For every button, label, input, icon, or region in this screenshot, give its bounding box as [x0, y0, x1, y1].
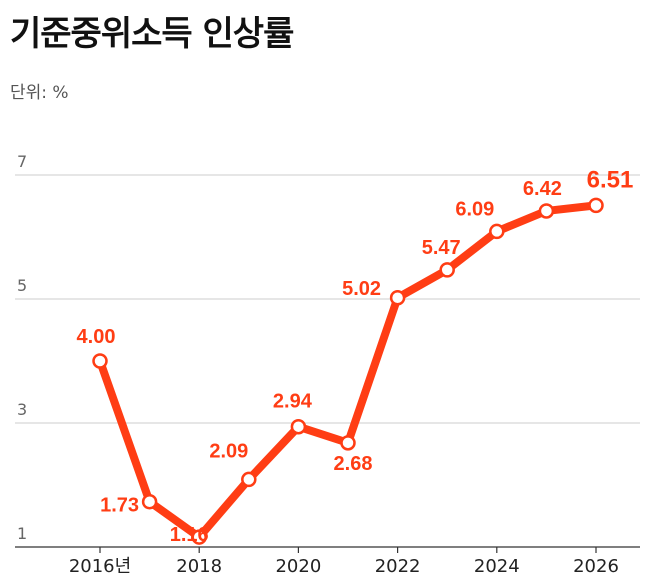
y-tick-label: 1: [17, 524, 27, 543]
data-point-2026: [588, 197, 604, 214]
data-point-2017: [141, 493, 158, 510]
data-point-2016: [92, 353, 108, 369]
data-label-2018: 1.16: [170, 524, 209, 546]
data-label-2026: 6.51: [587, 166, 634, 193]
data-label-2016: 4.00: [77, 326, 116, 348]
x-tick-label: 2016년: [69, 556, 131, 577]
data-label-2020: 2.94: [273, 391, 313, 413]
data-point-2022: [389, 290, 406, 306]
x-tick-label: 2020: [275, 556, 321, 577]
y-tick-label: 3: [17, 400, 27, 419]
data-label-2025: 6.42: [523, 178, 562, 200]
data-label-2022: 5.02: [342, 278, 381, 300]
x-tick-label: 2022: [375, 556, 421, 577]
data-point-2025: [538, 203, 555, 219]
data-point-2018: [191, 529, 207, 545]
data-label-2019: 2.09: [209, 440, 248, 462]
data-label-2024: 6.09: [455, 198, 494, 220]
data-point-2021: [340, 435, 356, 451]
x-tick-label: 2018: [176, 556, 222, 577]
unit-label: 단위: %: [10, 83, 69, 103]
data-point-2020: [290, 418, 307, 435]
data-point-2019: [241, 471, 257, 488]
y-tick-label: 7: [17, 152, 27, 171]
data-point-2024: [489, 223, 505, 240]
chart-title: 기준중위소득 인상률: [10, 14, 294, 54]
x-tick-label: 2024: [474, 556, 520, 577]
data-label-2021: 2.68: [334, 453, 373, 475]
data-label-2023: 5.47: [422, 237, 461, 259]
y-tick-label: 5: [17, 276, 27, 295]
data-label-2017: 1.73: [100, 495, 139, 517]
x-tick-label: 2026: [573, 556, 619, 577]
data-point-2023: [439, 262, 455, 278]
series-line: [96, 201, 600, 542]
